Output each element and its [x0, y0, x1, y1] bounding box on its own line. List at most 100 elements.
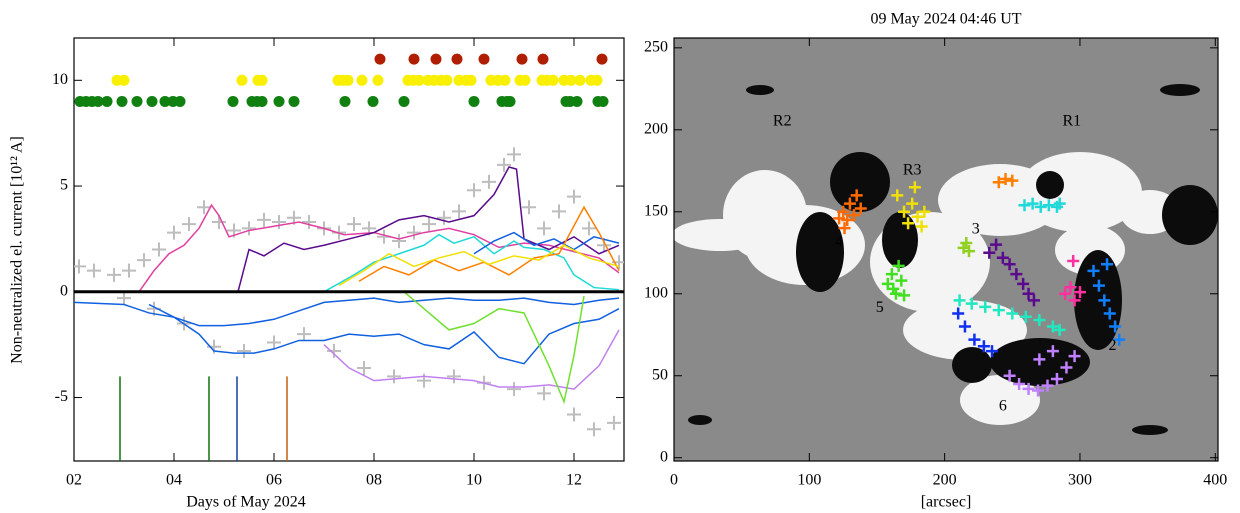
cross — [1060, 361, 1073, 374]
dot — [441, 74, 453, 86]
cross — [1034, 200, 1047, 213]
cross — [977, 340, 990, 353]
y-tick-label: 0 — [60, 282, 68, 299]
cross — [387, 369, 401, 384]
cross — [272, 215, 286, 230]
y-tick-label: 50 — [652, 366, 668, 383]
cross — [117, 291, 131, 306]
y-tick-label: -5 — [55, 388, 68, 405]
plot-area — [74, 53, 624, 461]
dot — [504, 95, 516, 107]
cross — [607, 415, 621, 430]
dot — [356, 74, 368, 86]
dot — [339, 95, 351, 107]
cross — [587, 422, 601, 437]
region-label: R1 — [1063, 112, 1082, 129]
dot — [413, 74, 425, 86]
cross — [895, 274, 908, 287]
cross — [507, 147, 521, 162]
cross — [1006, 174, 1019, 187]
region-label: 6 — [999, 398, 1007, 415]
cross — [992, 304, 1005, 317]
y-tick-label: 200 — [644, 120, 668, 137]
cross — [1033, 353, 1046, 366]
cross — [1059, 287, 1072, 300]
cross — [1068, 350, 1081, 363]
y-axis-label: Non-neutralized el. current [10¹² A] — [9, 136, 26, 364]
dot — [92, 95, 104, 107]
cross — [507, 382, 521, 397]
cross — [392, 234, 406, 249]
cross — [843, 197, 856, 210]
cross — [1027, 294, 1040, 307]
x-tick-label: 10 — [466, 472, 482, 489]
series-line — [148, 303, 620, 365]
cross — [242, 221, 256, 236]
plot-area — [833, 173, 1126, 397]
cross — [522, 200, 536, 215]
dot — [118, 74, 130, 86]
cross — [885, 268, 898, 281]
dot — [565, 74, 577, 86]
cross — [953, 294, 966, 307]
cross — [1053, 323, 1066, 336]
dot — [273, 95, 285, 107]
series-line — [74, 297, 620, 327]
cross — [992, 176, 1005, 189]
y-tick-label: 5 — [60, 177, 68, 194]
dot — [597, 95, 609, 107]
cross — [74, 259, 86, 274]
dot — [367, 95, 379, 107]
y-tick-label: 0 — [660, 448, 668, 465]
cross — [892, 259, 905, 272]
cross — [1032, 384, 1045, 397]
cross — [850, 189, 863, 202]
cross — [1098, 294, 1111, 307]
cross — [915, 220, 928, 233]
image-frame — [673, 37, 1219, 462]
dot — [256, 95, 268, 107]
dot — [591, 74, 603, 86]
cross — [567, 189, 581, 204]
cross — [1022, 382, 1035, 395]
magnetogram — [674, 38, 1218, 461]
x-tick-label: 06 — [266, 472, 282, 489]
region-label: 2 — [1108, 337, 1116, 354]
cross — [906, 197, 919, 210]
plot-frame — [73, 37, 625, 462]
cross — [1087, 264, 1100, 277]
series-line — [358, 205, 620, 282]
dot — [574, 74, 586, 86]
cross — [137, 253, 151, 268]
dot — [288, 95, 300, 107]
cross — [122, 263, 136, 278]
region-label: 4 — [835, 234, 843, 251]
y-tick-label: 250 — [644, 39, 668, 56]
cross — [898, 289, 911, 302]
cross — [838, 222, 851, 235]
series-line — [138, 203, 620, 293]
x-tick-label: 100 — [797, 472, 821, 489]
series-line — [338, 244, 620, 287]
cross — [999, 173, 1012, 185]
dot — [256, 74, 268, 86]
cross — [891, 189, 904, 202]
cross — [237, 344, 251, 359]
dot — [468, 95, 480, 107]
cross — [1046, 320, 1059, 333]
cross — [841, 213, 854, 226]
cross — [1003, 258, 1016, 271]
cross — [497, 157, 511, 172]
dot — [116, 95, 128, 107]
dot — [408, 53, 420, 65]
cross — [898, 205, 911, 218]
dot — [101, 95, 113, 107]
cross — [1068, 294, 1081, 307]
cross — [582, 221, 596, 236]
cross — [902, 217, 915, 230]
cross — [958, 320, 971, 333]
cross — [847, 209, 860, 222]
dot — [146, 95, 158, 107]
